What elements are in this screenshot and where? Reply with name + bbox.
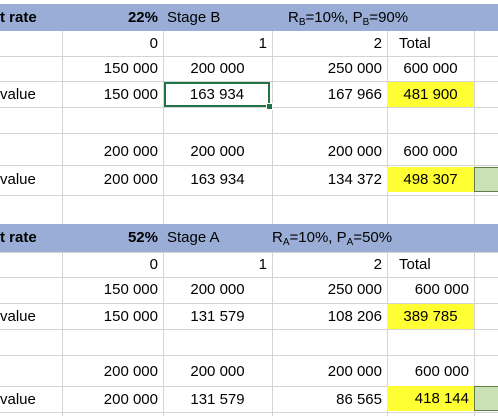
rate-label[interactable]: t rate: [0, 229, 37, 246]
header-band: [0, 224, 498, 252]
param-r-sub: A: [282, 237, 290, 248]
selected-cell[interactable]: 163 934: [164, 82, 270, 107]
total-header[interactable]: Total: [399, 256, 431, 273]
rate-value[interactable]: 52%: [127, 229, 158, 246]
gridline: [0, 56, 498, 57]
gridline: [0, 133, 498, 134]
fill-handle[interactable]: [266, 103, 273, 110]
stage-label[interactable]: Stage A: [167, 229, 220, 246]
period-header[interactable]: 1: [258, 256, 267, 273]
pv-total-cell[interactable]: 418 144: [387, 386, 474, 411]
gridline: [0, 252, 498, 253]
gridline: [0, 165, 498, 166]
cashflow-total-cell[interactable]: 600 000: [403, 143, 458, 160]
pv-total-cell[interactable]: 498 307: [387, 167, 474, 192]
cashflow-total-cell[interactable]: 600 000: [414, 281, 469, 298]
gridline: [0, 81, 498, 82]
pv-cell[interactable]: 163 934: [190, 171, 245, 188]
pv-cell[interactable]: 134 372: [327, 171, 382, 188]
cashflow-cell[interactable]: 200 000: [327, 363, 382, 380]
gridline: [0, 107, 498, 108]
period-header[interactable]: 0: [149, 35, 158, 52]
green-check-cell[interactable]: [474, 167, 498, 192]
period-header[interactable]: 2: [373, 256, 382, 273]
pv-cell[interactable]: 200 000: [103, 391, 158, 408]
param-p-value: =50%: [353, 229, 393, 246]
total-header[interactable]: Total: [399, 35, 431, 52]
param-p-sub: B: [362, 17, 370, 28]
cashflow-cell[interactable]: 250 000: [327, 281, 382, 298]
cashflow-cell[interactable]: 200 000: [103, 143, 158, 160]
gridline: [163, 31, 164, 416]
row-label[interactable]: value: [0, 308, 36, 325]
green-check-cell[interactable]: [474, 386, 498, 411]
param-r-sub: B: [298, 17, 306, 28]
cashflow-cell[interactable]: 250 000: [327, 60, 382, 77]
row-label[interactable]: value: [0, 391, 36, 408]
param-p-sub: A: [346, 237, 354, 248]
gridline: [0, 412, 498, 413]
period-header[interactable]: 1: [258, 35, 267, 52]
pv-cell[interactable]: 150 000: [103, 308, 158, 325]
pv-cell[interactable]: 167 966: [327, 86, 382, 103]
pv-cell[interactable]: 150 000: [103, 86, 158, 103]
param-r-value: =10%, P: [305, 9, 363, 26]
row-label[interactable]: value: [0, 171, 36, 188]
cashflow-cell[interactable]: 200 000: [190, 363, 245, 380]
pv-total-cell[interactable]: 389 785: [387, 304, 474, 329]
pv-cell[interactable]: 131 579: [190, 391, 245, 408]
cashflow-cell[interactable]: 200 000: [103, 363, 158, 380]
gridline: [0, 355, 498, 356]
stage-params[interactable]: RA=10%, PA=50%: [272, 225, 472, 250]
pv-total-cell[interactable]: 481 900: [387, 82, 474, 107]
rate-value[interactable]: 22%: [127, 9, 158, 26]
pv-cell[interactable]: 200 000: [103, 171, 158, 188]
gridline: [474, 31, 475, 416]
param-r: R: [288, 9, 299, 26]
param-p-value: =90%: [369, 9, 409, 26]
gridline: [0, 386, 498, 387]
cashflow-cell[interactable]: 200 000: [327, 143, 382, 160]
header-band: [0, 4, 498, 31]
cashflow-cell[interactable]: 150 000: [103, 281, 158, 298]
cashflow-cell[interactable]: 200 000: [190, 60, 245, 77]
gridline: [272, 31, 273, 416]
cashflow-total-cell[interactable]: 600 000: [414, 363, 469, 380]
gridline: [62, 31, 63, 416]
period-header[interactable]: 0: [149, 256, 158, 273]
param-r: R: [272, 229, 283, 246]
rate-label[interactable]: t rate: [0, 9, 37, 26]
stage-params[interactable]: RB=10%, PB=90%: [272, 5, 472, 30]
stage-label[interactable]: Stage B: [167, 9, 221, 26]
cashflow-cell[interactable]: 150 000: [103, 60, 158, 77]
period-header[interactable]: 2: [373, 35, 382, 52]
cashflow-cell[interactable]: 200 000: [190, 143, 245, 160]
gridline: [387, 31, 388, 416]
gridline: [0, 277, 498, 278]
pv-cell[interactable]: 131 579: [190, 308, 245, 325]
param-r-value: =10%, P: [289, 229, 347, 246]
gridline: [0, 195, 498, 196]
pv-cell[interactable]: 108 206: [327, 308, 382, 325]
row-label[interactable]: value: [0, 86, 36, 103]
gridline: [0, 303, 498, 304]
cashflow-total-cell[interactable]: 600 000: [403, 60, 458, 77]
cashflow-cell[interactable]: 200 000: [190, 281, 245, 298]
pv-cell[interactable]: 86 565: [336, 391, 382, 408]
gridline: [0, 329, 498, 330]
